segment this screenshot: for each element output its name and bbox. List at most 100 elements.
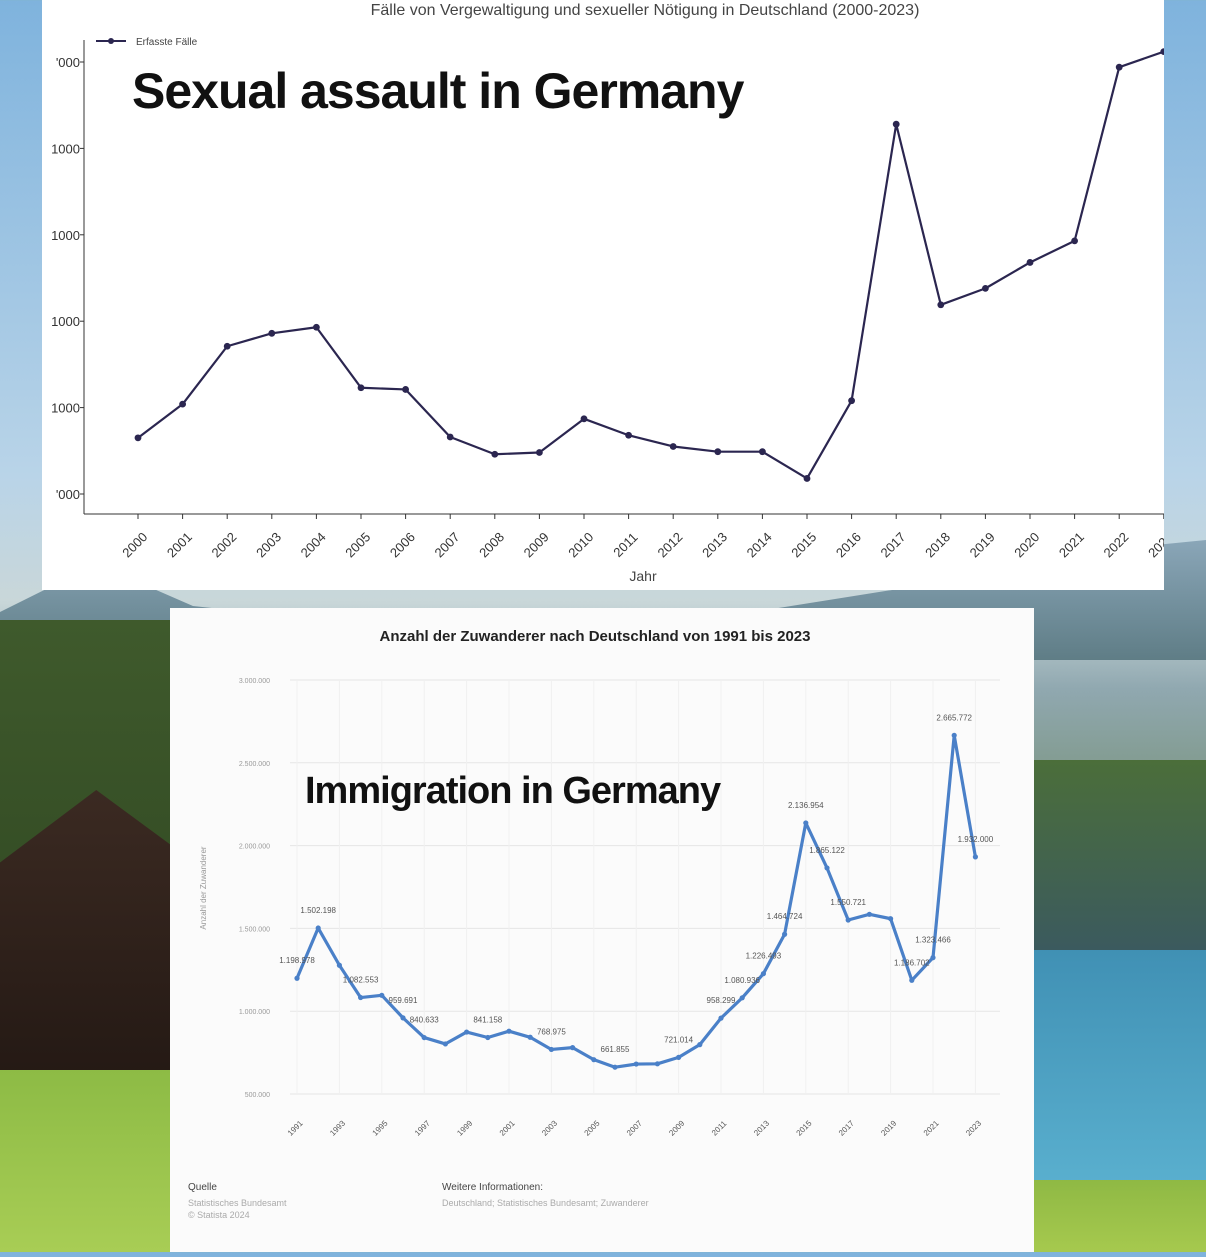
chart1-data-point (1115, 63, 1123, 71)
chart2-data-label: 840.633 (410, 1016, 439, 1025)
chart2-x-tick-label: 2007 (625, 1118, 644, 1137)
chart1-x-tick-label: 2022 (1100, 529, 1131, 560)
chart1-y-tick-label: 1000 (51, 401, 80, 416)
chart2-title: Anzahl der Zuwanderer nach Deutschland v… (380, 628, 811, 645)
chart2-data-point (718, 1015, 724, 1021)
chart2-data-point (739, 995, 745, 1001)
overlay-caption-immigration: Immigration in Germany (305, 770, 721, 812)
chart1-x-tick-label: 2021 (1056, 529, 1087, 560)
chart2-y-tick-label: 2.000.000 (239, 844, 270, 851)
chart1-y-ticks: '000 1000 1000 1000 1000 '000 (51, 55, 84, 502)
chart2-x-ticks: 1991 1993 1995 1997 1999 2001 2003 2005 2007 2009… (286, 1118, 984, 1137)
chart2-x-tick-label: 2011 (710, 1119, 729, 1138)
chart2-data-point (358, 994, 364, 1001)
chart2-y-tick-label: 2.500.000 (239, 761, 270, 768)
chart1-data-point (625, 431, 632, 439)
chart1-y-tick-label: 1000 (51, 141, 80, 156)
chart1-data-point (491, 450, 499, 458)
chart2-data-label: 958.299 (707, 996, 736, 1005)
chart2-x-tick-label: 2021 (922, 1118, 941, 1137)
chart2-x-tick-label: 2003 (540, 1118, 559, 1137)
chart1-data-point (313, 323, 320, 331)
chart2-x-tick-label: 1997 (413, 1118, 432, 1137)
chart2-data-point (548, 1046, 554, 1053)
chart1-legend-label: Erfasste Fälle (136, 37, 198, 48)
chart1-data-point (759, 448, 766, 456)
chart1-data-point (848, 397, 855, 405)
chart2-x-tick-label: 2019 (879, 1118, 898, 1137)
chart2-y-tick-label: 1.500.000 (239, 926, 270, 933)
chart1-x-tick-label: 2017 (877, 529, 908, 560)
chart2-data-point (506, 1028, 512, 1034)
chart1-x-tick-label: 2014 (744, 529, 775, 560)
chart2-x-tick-label: 2023 (964, 1118, 983, 1137)
chart1-x-tick-label: 2011 (610, 530, 640, 560)
chart1-data-point (937, 301, 945, 309)
chart2-data-point (803, 820, 809, 826)
chart1-x-tick-label: 2012 (654, 529, 685, 560)
chart1-y-tick-label: 1000 (51, 314, 80, 329)
chart2-data-label: 1.226.493 (746, 952, 782, 961)
immigration-chart-panel: Anzahl der Zuwanderer nach Deutschland v… (170, 608, 1034, 1252)
chart2-data-label: 2.665.772 (936, 713, 972, 722)
chart2-data-point (400, 1015, 406, 1021)
chart1-x-tick-label: 2001 (164, 529, 195, 560)
chart1-x-tick-label: 2003 (253, 529, 284, 560)
chart1-x-tick-label: 2005 (342, 529, 373, 560)
chart1-series (134, 48, 1168, 482)
chart2-data-point (612, 1064, 618, 1070)
background-meadow (0, 1070, 175, 1252)
chart1-x-tick-label: 2013 (699, 529, 730, 560)
chart1-data-point (1071, 237, 1078, 245)
chart2-x-tick-label: 1995 (371, 1118, 390, 1137)
chart2-data-label: 661.855 (601, 1045, 630, 1054)
chart1-x-tick-label: 2002 (208, 529, 239, 560)
chart1-data-point (536, 449, 543, 456)
overlay-caption-sexual-assault: Sexual assault in Germany (132, 63, 744, 119)
chart1-data-point (446, 433, 454, 441)
chart1-legend: Erfasste Fälle (96, 37, 198, 48)
chart2-data-point (909, 977, 915, 983)
chart2-data-label: 1.198.978 (279, 956, 315, 965)
info-heading[interactable]: Weitere Informationen: (442, 1182, 543, 1193)
chart1-x-tick-label: 2023 (1145, 529, 1164, 560)
chart2-data-point (676, 1054, 682, 1061)
chart2-x-tick-label: 2001 (498, 1118, 517, 1137)
chart1-data-point (669, 443, 677, 450)
chart2-series (294, 732, 979, 1070)
source-line-1: Statistisches Bundesamt (188, 1198, 287, 1208)
background-meadow-right (1034, 1180, 1206, 1252)
chart1-x-tick-label: 2006 (387, 529, 418, 560)
chart2-data-point (591, 1057, 597, 1063)
chart2-data-label: 1.550.721 (830, 898, 866, 907)
chart2-data-labels: 1.198.978 1.502.198 1.082.553 959.691 840.63… (279, 713, 994, 1054)
chart2-data-point (654, 1061, 660, 1067)
chart2-y-ticks: 500.000 1.000.000 1.500.000 2.000.000 2.500.… (239, 678, 270, 1099)
chart1-data-point (179, 400, 187, 408)
chart2-x-tick-label: 1999 (455, 1118, 474, 1137)
chart1-x-tick-label: 2007 (431, 529, 462, 560)
chart1-x-axis-label: Jahr (629, 568, 657, 584)
background-hill (1034, 760, 1206, 950)
chart1-y-tick-label: 1000 (51, 228, 80, 243)
chart2-data-point (379, 992, 385, 998)
chart2-data-point (570, 1045, 576, 1051)
chart2-data-point (888, 916, 894, 922)
chart2-data-point (697, 1042, 703, 1048)
chart2-y-axis-label: Anzahl der Zuwanderer (199, 846, 208, 929)
chart2-x-tick-label: 2017 (837, 1118, 856, 1137)
chart2-data-point (315, 925, 321, 931)
chart1-data-point (714, 448, 722, 456)
chart1-data-point (402, 386, 409, 393)
chart2-data-point (845, 917, 851, 923)
chart2-data-point (633, 1061, 639, 1067)
chart1-x-tick-label: 2020 (1011, 529, 1042, 560)
chart2-data-point (760, 971, 767, 977)
chart1-x-tick-label: 2018 (922, 529, 953, 560)
chart1-x-tick-label: 2010 (565, 529, 596, 560)
chart2-y-tick-label: 500.000 (245, 1092, 270, 1099)
chart1-series-line (137, 50, 1165, 480)
chart2-x-tick-label: 2015 (795, 1118, 814, 1137)
chart1-data-point (1160, 48, 1168, 56)
chart1-x-tick-label: 2019 (967, 529, 998, 560)
